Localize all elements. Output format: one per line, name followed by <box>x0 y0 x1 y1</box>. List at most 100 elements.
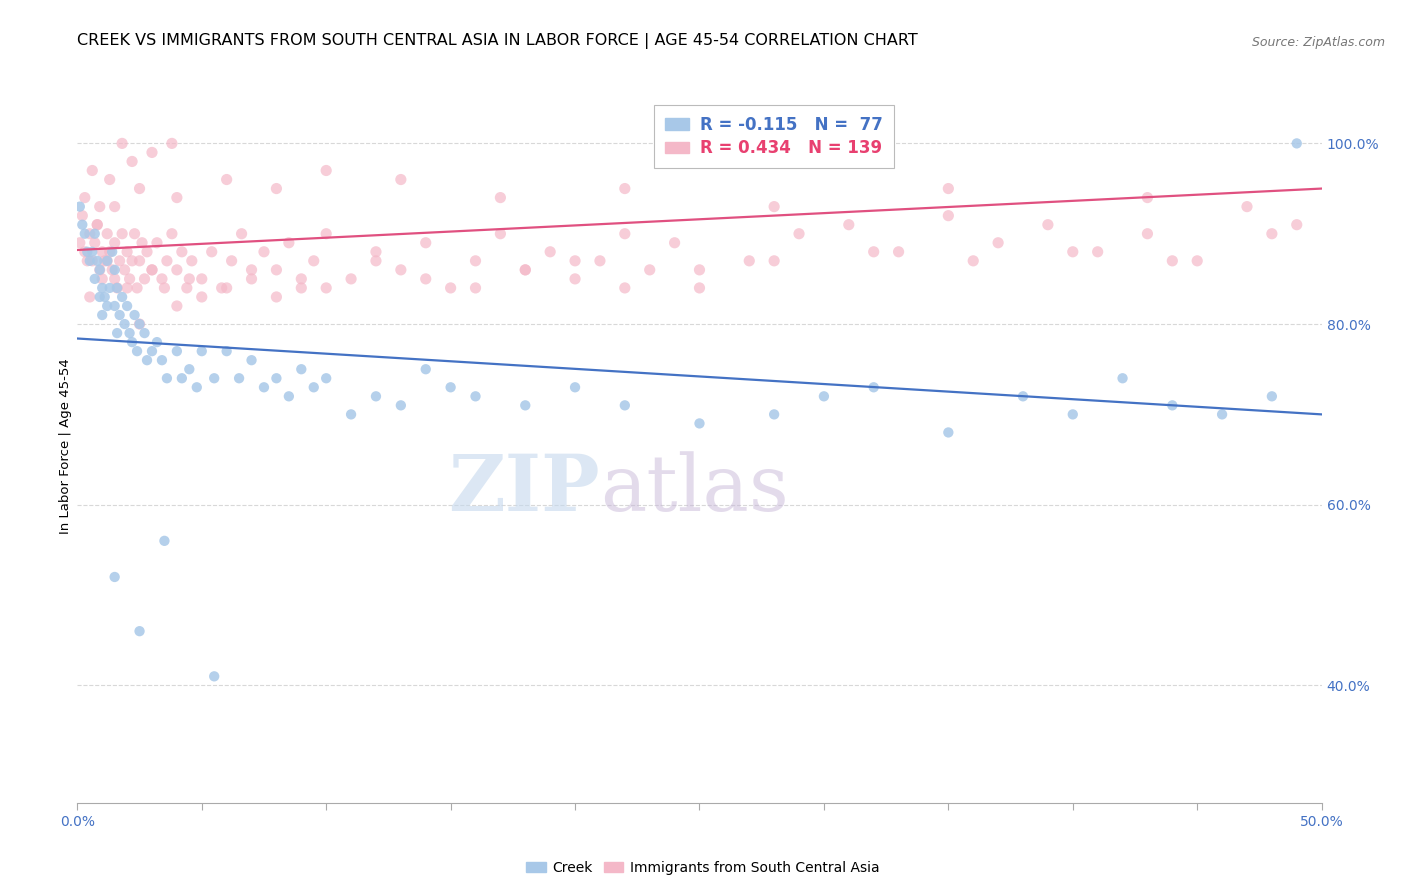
Point <box>315 281 337 295</box>
Point <box>440 380 463 394</box>
Point <box>86 253 108 268</box>
Point <box>179 272 201 286</box>
Point <box>79 227 101 241</box>
Point <box>124 308 146 322</box>
Point <box>202 371 225 385</box>
Point <box>240 353 263 368</box>
Point <box>290 281 312 295</box>
Point <box>153 533 176 548</box>
Point <box>838 218 860 232</box>
Point <box>938 181 960 195</box>
Point <box>315 371 337 385</box>
Point <box>613 181 636 195</box>
Point <box>763 408 786 422</box>
Point <box>689 263 711 277</box>
Point <box>89 200 111 214</box>
Point <box>124 227 146 241</box>
Point <box>364 253 387 268</box>
Point <box>266 371 288 385</box>
Point <box>440 281 463 295</box>
Point <box>125 281 148 295</box>
Point <box>1062 408 1084 422</box>
Point <box>515 263 537 277</box>
Point <box>266 290 288 304</box>
Point <box>73 227 96 241</box>
Point <box>887 244 910 259</box>
Point <box>221 253 243 268</box>
Point <box>364 244 387 259</box>
Point <box>136 244 159 259</box>
Point <box>104 570 127 584</box>
Text: CREEK VS IMMIGRANTS FROM SOUTH CENTRAL ASIA IN LABOR FORCE | AGE 45-54 CORRELATI: CREEK VS IMMIGRANTS FROM SOUTH CENTRAL A… <box>77 33 918 49</box>
Point <box>277 235 299 250</box>
Point <box>862 244 884 259</box>
Point <box>91 308 114 322</box>
Point <box>104 272 127 286</box>
Point <box>201 244 224 259</box>
Point <box>215 281 238 295</box>
Point <box>83 272 105 286</box>
Point <box>156 253 179 268</box>
Point <box>93 253 115 268</box>
Point <box>1161 398 1184 412</box>
Point <box>111 290 134 304</box>
Point <box>1236 200 1258 214</box>
Point <box>104 299 127 313</box>
Point <box>128 317 150 331</box>
Point <box>108 253 131 268</box>
Point <box>1261 389 1284 403</box>
Point <box>114 317 136 331</box>
Point <box>128 181 150 195</box>
Point <box>96 227 118 241</box>
Point <box>111 136 134 151</box>
Point <box>91 281 114 295</box>
Point <box>128 624 150 639</box>
Point <box>134 326 156 340</box>
Point <box>1211 408 1233 422</box>
Point <box>228 371 250 385</box>
Point <box>613 227 636 241</box>
Point <box>215 344 238 359</box>
Point <box>72 209 94 223</box>
Point <box>121 335 143 350</box>
Point <box>489 227 512 241</box>
Point <box>215 172 238 186</box>
Point <box>89 263 111 277</box>
Point <box>564 272 586 286</box>
Point <box>266 181 288 195</box>
Point <box>101 244 124 259</box>
Point <box>96 253 118 268</box>
Point <box>987 235 1010 250</box>
Text: ZIP: ZIP <box>449 450 600 527</box>
Point <box>104 235 127 250</box>
Point <box>93 290 115 304</box>
Text: Source: ZipAtlas.com: Source: ZipAtlas.com <box>1251 36 1385 49</box>
Point <box>202 669 225 683</box>
Point <box>1036 218 1059 232</box>
Point <box>191 344 214 359</box>
Point <box>689 281 711 295</box>
Point <box>315 227 337 241</box>
Point <box>91 272 114 286</box>
Point <box>664 235 686 250</box>
Point <box>180 253 202 268</box>
Point <box>515 398 537 412</box>
Point <box>72 218 94 232</box>
Point <box>689 417 711 431</box>
Point <box>240 263 263 277</box>
Point <box>613 281 636 295</box>
Point <box>290 272 312 286</box>
Point <box>191 290 214 304</box>
Point <box>389 172 412 186</box>
Point <box>1161 253 1184 268</box>
Point <box>118 272 141 286</box>
Point <box>1187 253 1209 268</box>
Point <box>114 263 136 277</box>
Point <box>179 362 201 376</box>
Point <box>1062 244 1084 259</box>
Point <box>1285 136 1308 151</box>
Point <box>962 253 984 268</box>
Point <box>146 235 169 250</box>
Point <box>115 299 138 313</box>
Point <box>1136 191 1159 205</box>
